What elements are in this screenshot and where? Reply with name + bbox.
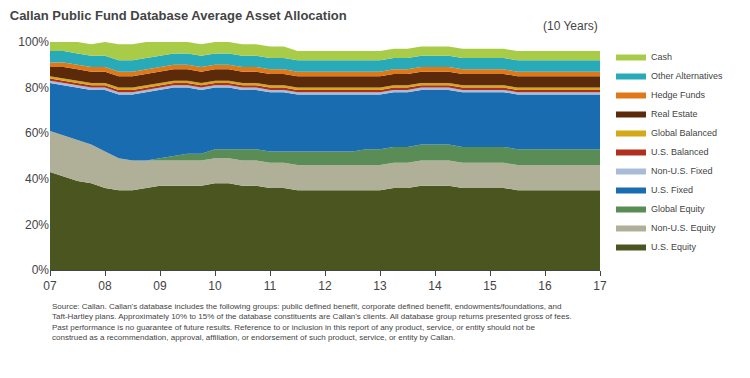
svg-text:100%: 100%	[18, 35, 49, 49]
svg-text:09: 09	[153, 279, 167, 293]
svg-text:Other Alternatives: Other Alternatives	[651, 71, 723, 81]
svg-text:U.S. Equity: U.S. Equity	[651, 242, 697, 252]
svg-text:Callan Public Fund Database Av: Callan Public Fund Database Average Asse…	[10, 8, 347, 23]
svg-text:08: 08	[98, 279, 112, 293]
svg-text:Cash: Cash	[651, 52, 672, 62]
svg-text:15: 15	[483, 279, 497, 293]
svg-text:07: 07	[43, 279, 57, 293]
svg-text:13: 13	[373, 279, 387, 293]
svg-text:20%: 20%	[25, 218, 49, 232]
svg-text:Non-U.S. Fixed: Non-U.S. Fixed	[651, 166, 713, 176]
svg-text:60%: 60%	[25, 126, 49, 140]
svg-text:U.S. Balanced: U.S. Balanced	[651, 147, 709, 157]
svg-text:Global Equity: Global Equity	[651, 204, 705, 214]
svg-text:80%: 80%	[25, 81, 49, 95]
svg-text:Global Balanced: Global Balanced	[651, 128, 717, 138]
svg-text:Real Estate: Real Estate	[651, 109, 698, 119]
svg-text:40%: 40%	[25, 172, 49, 186]
svg-text:U.S. Fixed: U.S. Fixed	[651, 185, 693, 195]
svg-text:Source: Callan. Callan's datab: Source: Callan. Callan's database includ…	[52, 302, 572, 342]
svg-text:Non-U.S. Equity: Non-U.S. Equity	[651, 223, 716, 233]
svg-text:11: 11	[264, 279, 277, 293]
svg-text:Hedge Funds: Hedge Funds	[651, 90, 706, 100]
svg-text:16: 16	[538, 279, 552, 293]
svg-text:12: 12	[318, 279, 332, 293]
svg-text:17: 17	[593, 279, 607, 293]
svg-text:10: 10	[208, 279, 222, 293]
svg-text:0%: 0%	[32, 263, 50, 277]
svg-text:14: 14	[428, 279, 442, 293]
svg-text:(10 Years): (10 Years)	[543, 19, 598, 33]
